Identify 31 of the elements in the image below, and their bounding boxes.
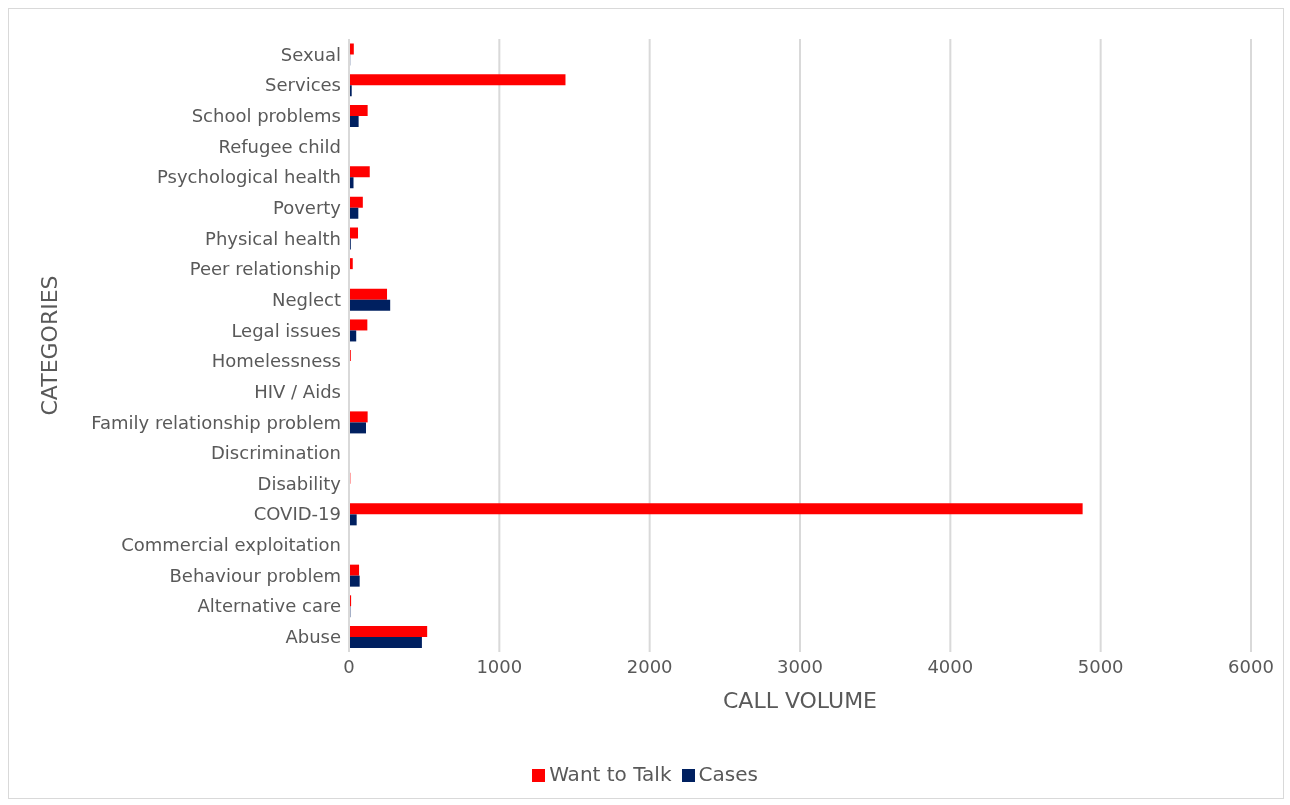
y-axis-title: CATEGORIES bbox=[36, 275, 62, 416]
y-tick-label: Commercial exploitation bbox=[121, 534, 341, 556]
legend-label: Cases bbox=[698, 762, 758, 786]
y-tick-label: Neglect bbox=[272, 288, 341, 310]
y-tick-label: Legal issues bbox=[231, 319, 341, 341]
y-tick-label: Disability bbox=[257, 472, 342, 494]
y-tick-label: Abuse bbox=[285, 626, 341, 648]
y-tick-label: School problems bbox=[191, 105, 341, 127]
x-tick-label: 6000 bbox=[1228, 655, 1274, 677]
x-tick-label: 4000 bbox=[927, 655, 974, 677]
y-tick-label: Refugee child bbox=[218, 135, 341, 157]
y-tick-label: Discrimination bbox=[211, 442, 341, 464]
x-axis-title: CALL VOLUME bbox=[722, 687, 878, 713]
y-tick-label: Poverty bbox=[272, 196, 342, 218]
y-tick-label: COVID-19 bbox=[253, 503, 341, 525]
y-tick-label: Homelessness bbox=[211, 350, 341, 372]
y-tick-label: Alternative care bbox=[197, 595, 341, 617]
x-tick-label: 3000 bbox=[777, 655, 823, 677]
y-tick-label: Psychological health bbox=[157, 166, 341, 188]
x-tick-label: 2000 bbox=[626, 655, 673, 677]
y-tick-label: Family relationship problem bbox=[91, 411, 341, 433]
y-tick-label: Services bbox=[265, 74, 341, 96]
y-tick-label: Behaviour problem bbox=[169, 564, 341, 586]
x-tick-label: 0 bbox=[343, 655, 355, 677]
y-tick-label: Peer relationship bbox=[189, 258, 341, 280]
legend-label: Want to Talk bbox=[549, 762, 672, 786]
y-tick-label: Physical health bbox=[205, 227, 341, 249]
y-tick-label: Sexual bbox=[280, 43, 341, 65]
y-tick-label: HIV / Aids bbox=[254, 380, 341, 402]
x-tick-label: 5000 bbox=[1077, 655, 1124, 677]
x-tick-label: 1000 bbox=[476, 655, 523, 677]
